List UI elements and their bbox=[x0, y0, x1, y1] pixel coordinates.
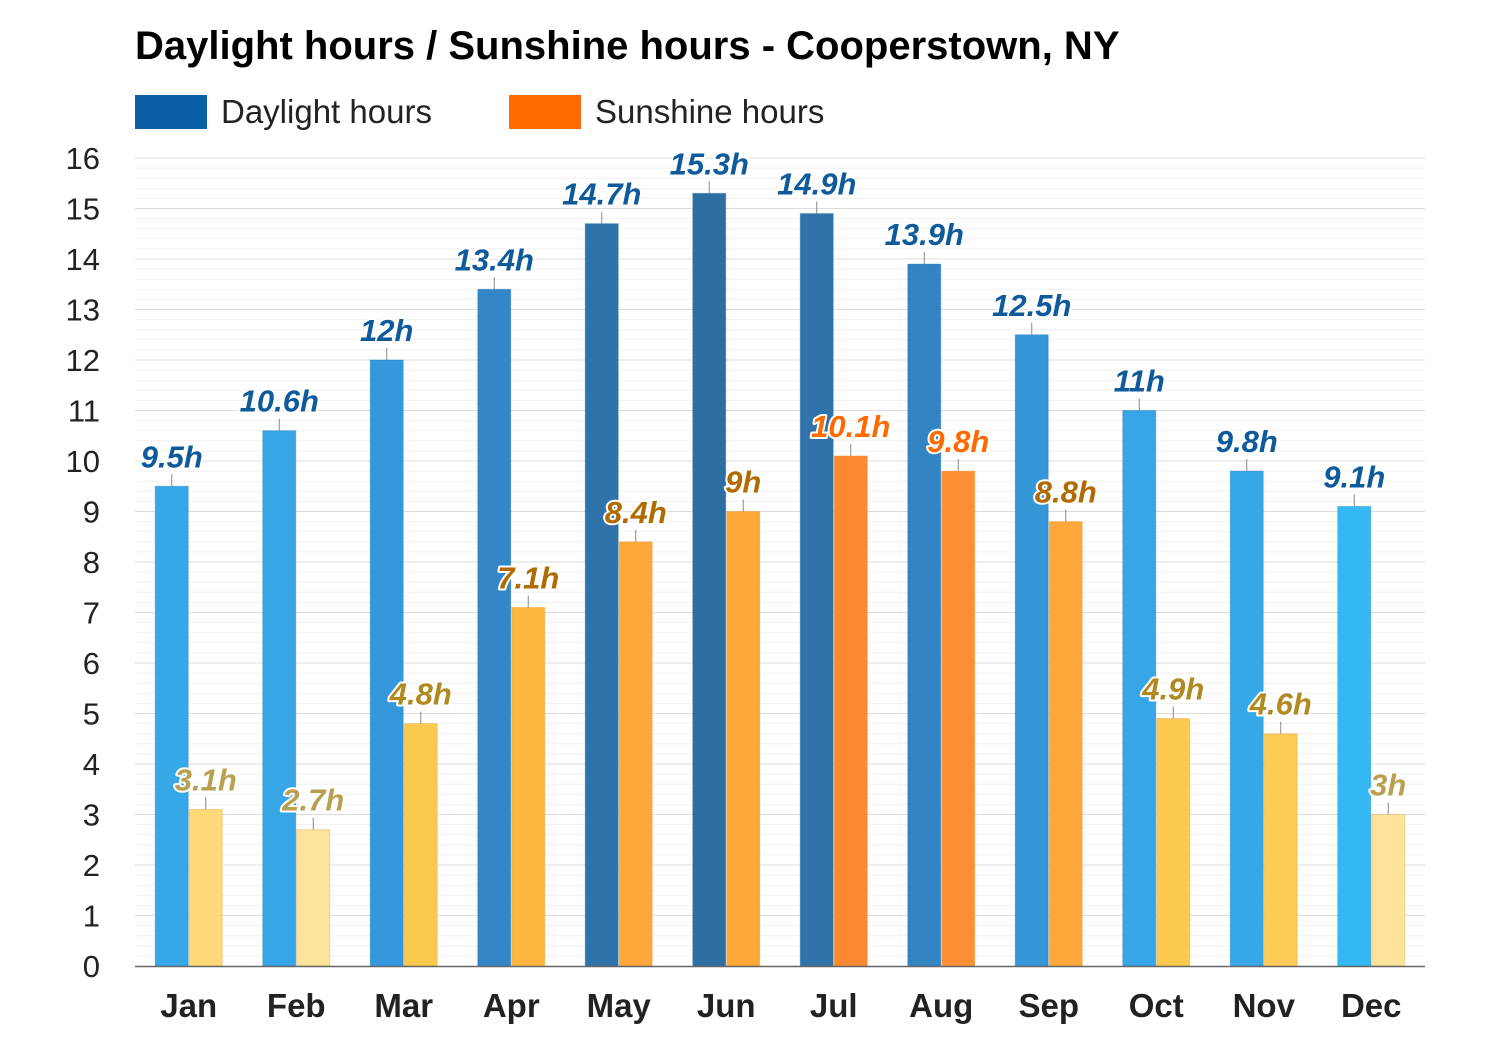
sunshine-label-sep: 8.8h bbox=[1035, 475, 1097, 510]
sunshine-bar-oct[interactable] bbox=[1156, 718, 1191, 967]
grid-lines bbox=[135, 157, 1425, 957]
daylight-label-jun: 15.3h bbox=[670, 146, 749, 181]
x-tick-label-sep: Sep bbox=[1018, 987, 1079, 1024]
daylight-bar-apr[interactable] bbox=[477, 288, 512, 967]
x-tick-label-aug: Aug bbox=[909, 987, 973, 1024]
sunshine-bar-nov[interactable] bbox=[1263, 733, 1298, 967]
sunshine-bar-jul[interactable] bbox=[833, 455, 868, 967]
legend-swatch-daylight bbox=[135, 95, 207, 129]
daylight-bar-may[interactable] bbox=[584, 223, 619, 967]
y-tick-label: 6 bbox=[83, 646, 100, 681]
daylight-bar-dec[interactable] bbox=[1337, 505, 1372, 967]
sunshine-label-jan: 3.1h bbox=[175, 762, 237, 797]
daylight-label-jul: 14.9h bbox=[777, 167, 856, 202]
y-tick-label: 5 bbox=[83, 697, 100, 732]
y-tick-label: 13 bbox=[66, 293, 100, 328]
y-tick-label: 1 bbox=[83, 899, 100, 934]
daylight-bar-aug[interactable] bbox=[907, 263, 942, 967]
y-tick-label: 2 bbox=[83, 848, 100, 883]
sunshine-label-jun: 9h bbox=[725, 465, 761, 500]
y-tick-label: 14 bbox=[66, 242, 100, 277]
daylight-label-aug: 13.9h bbox=[885, 217, 964, 252]
daylight-bar-oct[interactable] bbox=[1122, 410, 1157, 967]
daylight-label-sep: 12.5h bbox=[992, 288, 1071, 323]
y-tick-label: 11 bbox=[68, 394, 100, 429]
y-tick-label: 8 bbox=[83, 545, 100, 580]
sunshine-bar-aug[interactable] bbox=[941, 470, 976, 967]
daylight-label-mar: 12h bbox=[360, 313, 413, 348]
daylight-bar-jun[interactable] bbox=[692, 192, 727, 967]
x-tick-label-jul: Jul bbox=[810, 987, 858, 1024]
y-tick-label: 4 bbox=[83, 747, 100, 782]
daylight-bar-mar[interactable] bbox=[369, 359, 404, 967]
sunshine-label-feb: 2.7h bbox=[281, 783, 344, 818]
x-tick-label-jan: Jan bbox=[160, 987, 217, 1024]
sunshine-label-may: 8.4h bbox=[605, 495, 667, 530]
sunshine-bar-dec[interactable] bbox=[1371, 814, 1406, 967]
y-tick-label: 10 bbox=[66, 444, 100, 479]
y-tick-label: 0 bbox=[83, 949, 100, 984]
y-tick-label: 16 bbox=[66, 141, 100, 176]
x-tick-label-oct: Oct bbox=[1129, 987, 1184, 1024]
sunshine-label-mar: 4.8h bbox=[389, 677, 452, 712]
sunshine-label-nov: 4.6h bbox=[1249, 687, 1312, 722]
daylight-label-nov: 9.8h bbox=[1216, 424, 1278, 459]
daylight-bar-jul[interactable] bbox=[799, 213, 834, 967]
y-tick-label: 3 bbox=[83, 798, 100, 833]
y-tick-label: 15 bbox=[66, 192, 100, 227]
x-tick-label-mar: Mar bbox=[374, 987, 433, 1024]
x-tick-label-may: May bbox=[587, 987, 652, 1024]
sunshine-bar-may[interactable] bbox=[618, 541, 653, 967]
sunshine-bar-mar[interactable] bbox=[403, 723, 438, 967]
daylight-bar-sep[interactable] bbox=[1014, 334, 1049, 967]
y-tick-label: 9 bbox=[83, 495, 100, 530]
sunshine-label-jul: 10.1h bbox=[811, 409, 890, 444]
data-labels: 9.5h 3.1h 10.6h 2.7h 12h 4.8h 13.4h 7.1h 14.7h 8.… bbox=[139, 144, 1408, 830]
chart-title: Daylight hours / Sunshine hours - Cooper… bbox=[135, 24, 1120, 68]
sunshine-bar-jun[interactable] bbox=[726, 511, 761, 967]
y-tick-label: 7 bbox=[83, 596, 100, 631]
y-tick-label: 12 bbox=[66, 343, 100, 378]
sunshine-label-dec: 3h bbox=[1370, 768, 1406, 803]
daylight-label-jan: 9.5h bbox=[141, 439, 203, 474]
daylight-label-feb: 10.6h bbox=[240, 384, 319, 419]
sunshine-label-aug: 9.8h bbox=[927, 424, 989, 459]
sunshine-label-apr: 7.1h bbox=[497, 560, 559, 595]
sunshine-bar-sep[interactable] bbox=[1048, 521, 1083, 967]
x-axis: Jan Feb Mar Apr May Jun Jul Aug Sep Oct Nov Dec bbox=[135, 965, 1425, 1024]
legend-swatch-sunshine bbox=[509, 95, 581, 129]
sunshine-label-oct: 4.9h bbox=[1141, 672, 1204, 707]
legend-label-sunshine: Sunshine hours bbox=[595, 93, 825, 130]
sunshine-bar-jan[interactable] bbox=[188, 808, 223, 967]
daylight-label-apr: 13.4h bbox=[455, 242, 534, 277]
x-tick-label-nov: Nov bbox=[1233, 987, 1296, 1024]
daylight-bar-feb[interactable] bbox=[262, 430, 297, 967]
sunshine-bar-feb[interactable] bbox=[296, 829, 331, 967]
daylight-label-may: 14.7h bbox=[562, 177, 641, 212]
daylight-bar-jan[interactable] bbox=[154, 485, 189, 967]
x-tick-label-dec: Dec bbox=[1341, 987, 1402, 1024]
daylight-label-oct: 11h bbox=[1114, 364, 1165, 399]
x-tick-label-jun: Jun bbox=[697, 987, 756, 1024]
x-tick-label-apr: Apr bbox=[483, 987, 540, 1024]
daylight-label-dec: 9.1h bbox=[1323, 459, 1385, 494]
sunshine-bar-apr[interactable] bbox=[511, 606, 546, 967]
legend-label-daylight: Daylight hours bbox=[221, 93, 432, 130]
x-tick-label-feb: Feb bbox=[267, 987, 326, 1024]
